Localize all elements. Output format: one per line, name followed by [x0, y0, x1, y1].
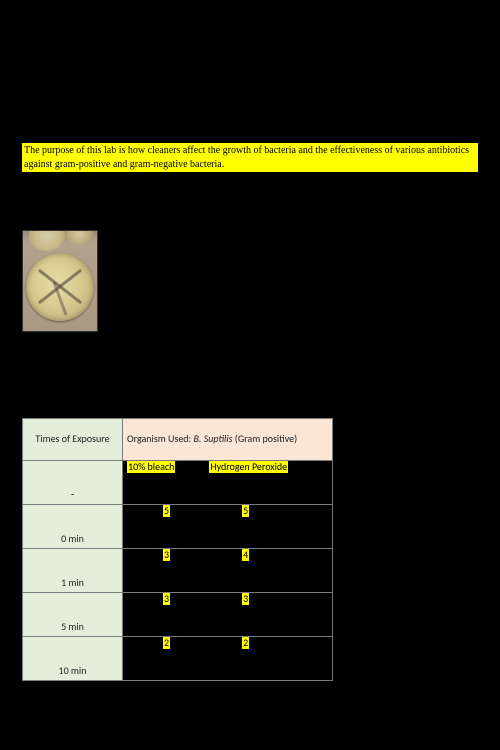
petri-dish-photo: [22, 230, 98, 332]
value-peroxide: 5: [242, 505, 249, 517]
lab-purpose-text: The purpose of this lab is how cleaners …: [22, 143, 478, 172]
value-bleach: 3: [163, 593, 170, 605]
values-cell: 5 5: [123, 505, 333, 549]
exposure-table: Times of Exposure Organism Used: B. Supt…: [22, 418, 333, 681]
values-cell: 3 4: [123, 549, 333, 593]
table-header-row: Times of Exposure Organism Used: B. Supt…: [23, 419, 333, 461]
table-row: 0 min 5 5: [23, 505, 333, 549]
values-cell: 2 2: [123, 637, 333, 681]
header-organism-suffix: (Gram positive): [233, 432, 298, 445]
time-cell: 5 min: [23, 593, 123, 637]
col-label-bleach: 10% bleach: [127, 461, 175, 473]
header-organism-used: Organism Used: B. Suptilis (Gram positiv…: [123, 419, 333, 461]
value-bleach: 2: [163, 637, 170, 649]
petri-dish-top-left: [29, 230, 65, 251]
subheader-chemicals-cell: 10% bleach Hydrogen Peroxide: [123, 461, 333, 505]
header-organism-italic: B. Suptilis: [193, 432, 232, 445]
value-peroxide: 4: [242, 549, 249, 561]
col-label-peroxide: Hydrogen Peroxide: [209, 461, 288, 473]
header-organism-prefix: Organism Used:: [127, 432, 193, 445]
time-cell: 1 min: [23, 549, 123, 593]
petri-dish-top-right: [65, 230, 93, 245]
values-cell: 3 3: [123, 593, 333, 637]
time-cell: 10 min: [23, 637, 123, 681]
petri-dish-main: [26, 253, 94, 321]
value-peroxide: 3: [242, 593, 249, 605]
time-cell: 0 min: [23, 505, 123, 549]
header-times-of-exposure: Times of Exposure: [23, 419, 123, 461]
table-subheader-row: - 10% bleach Hydrogen Peroxide: [23, 461, 333, 505]
table-row: 10 min 2 2: [23, 637, 333, 681]
value-peroxide: 2: [242, 637, 249, 649]
table-row: 5 min 3 3: [23, 593, 333, 637]
value-bleach: 3: [163, 549, 170, 561]
subheader-dash-cell: -: [23, 461, 123, 505]
value-bleach: 5: [163, 505, 170, 517]
table-row: 1 min 3 4: [23, 549, 333, 593]
